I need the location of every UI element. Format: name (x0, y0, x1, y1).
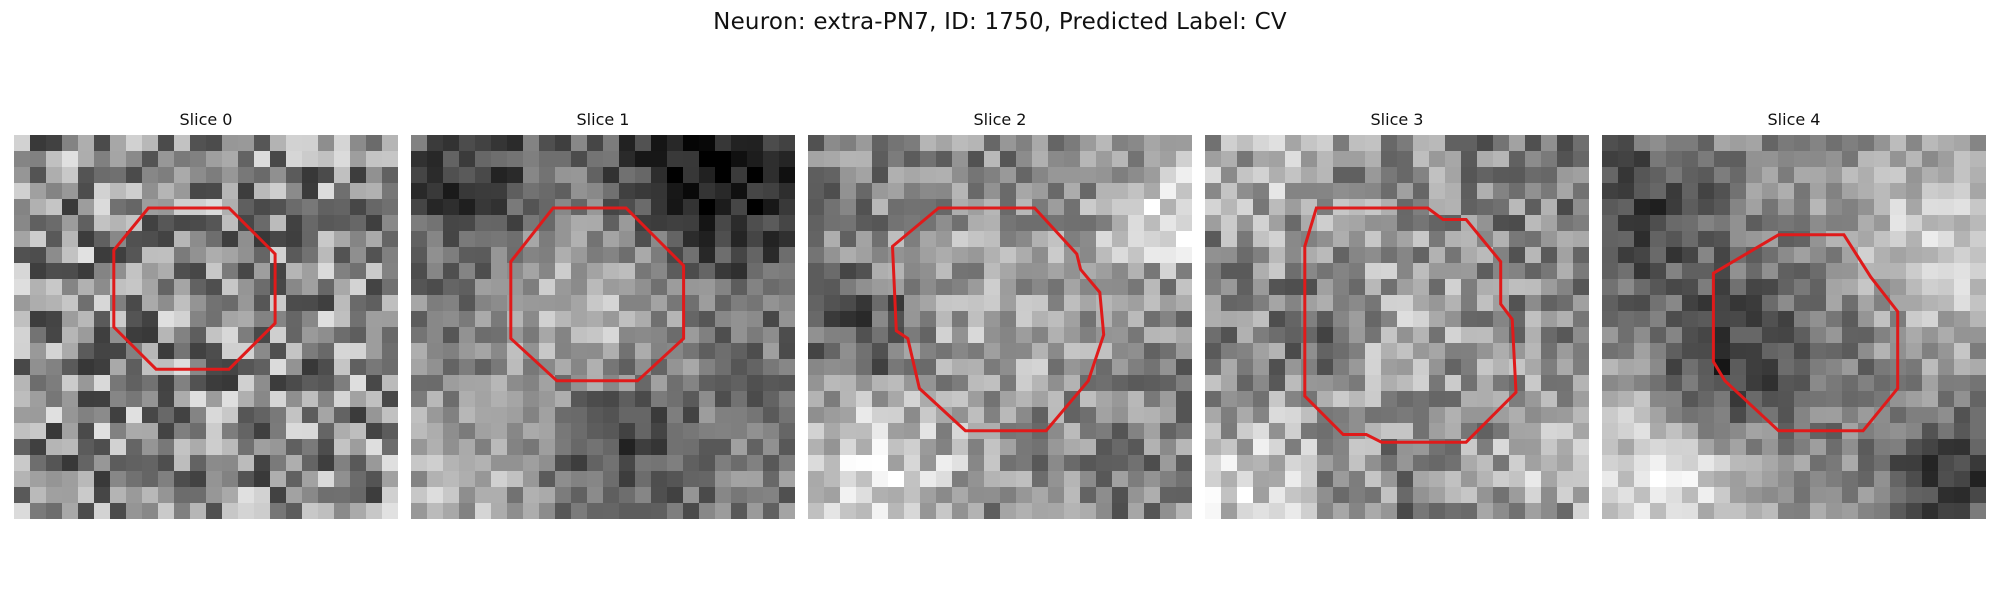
slice-image (1205, 135, 1589, 519)
contour-overlay (112, 206, 277, 371)
cell-contour (1303, 206, 1518, 444)
contour-overlay (1711, 233, 1900, 433)
slice-image (411, 135, 795, 519)
grayscale-patch (14, 135, 398, 519)
cell-contour (1711, 233, 1900, 433)
slice-title: Slice 0 (179, 110, 233, 129)
slice-title: Slice 4 (1767, 110, 1821, 129)
cell-contour (890, 206, 1106, 433)
cell-contour (509, 206, 686, 383)
slice-title: Slice 1 (576, 110, 630, 129)
slice-image (808, 135, 1192, 519)
contour-overlay (509, 206, 686, 383)
slice-title: Slice 2 (973, 110, 1027, 129)
slice-panel-2: Slice 2 (808, 108, 1192, 519)
grayscale-patch (808, 135, 1192, 519)
slice-title: Slice 3 (1370, 110, 1424, 129)
grayscale-patch (411, 135, 795, 519)
slice-panel-0: Slice 0 (14, 108, 398, 519)
slice-panel-1: Slice 1 (411, 108, 795, 519)
slice-panel-4: Slice 4 (1602, 108, 1986, 519)
cell-contour (112, 206, 277, 371)
slice-panel-3: Slice 3 (1205, 108, 1589, 519)
slice-image (1602, 135, 1986, 519)
figure-title: Neuron: extra-PN7, ID: 1750, Predicted L… (713, 9, 1287, 35)
contour-overlay (890, 206, 1106, 433)
contour-overlay (1303, 206, 1518, 444)
slice-image (14, 135, 398, 519)
grayscale-patch (1602, 135, 1986, 519)
grayscale-patch (1205, 135, 1589, 519)
